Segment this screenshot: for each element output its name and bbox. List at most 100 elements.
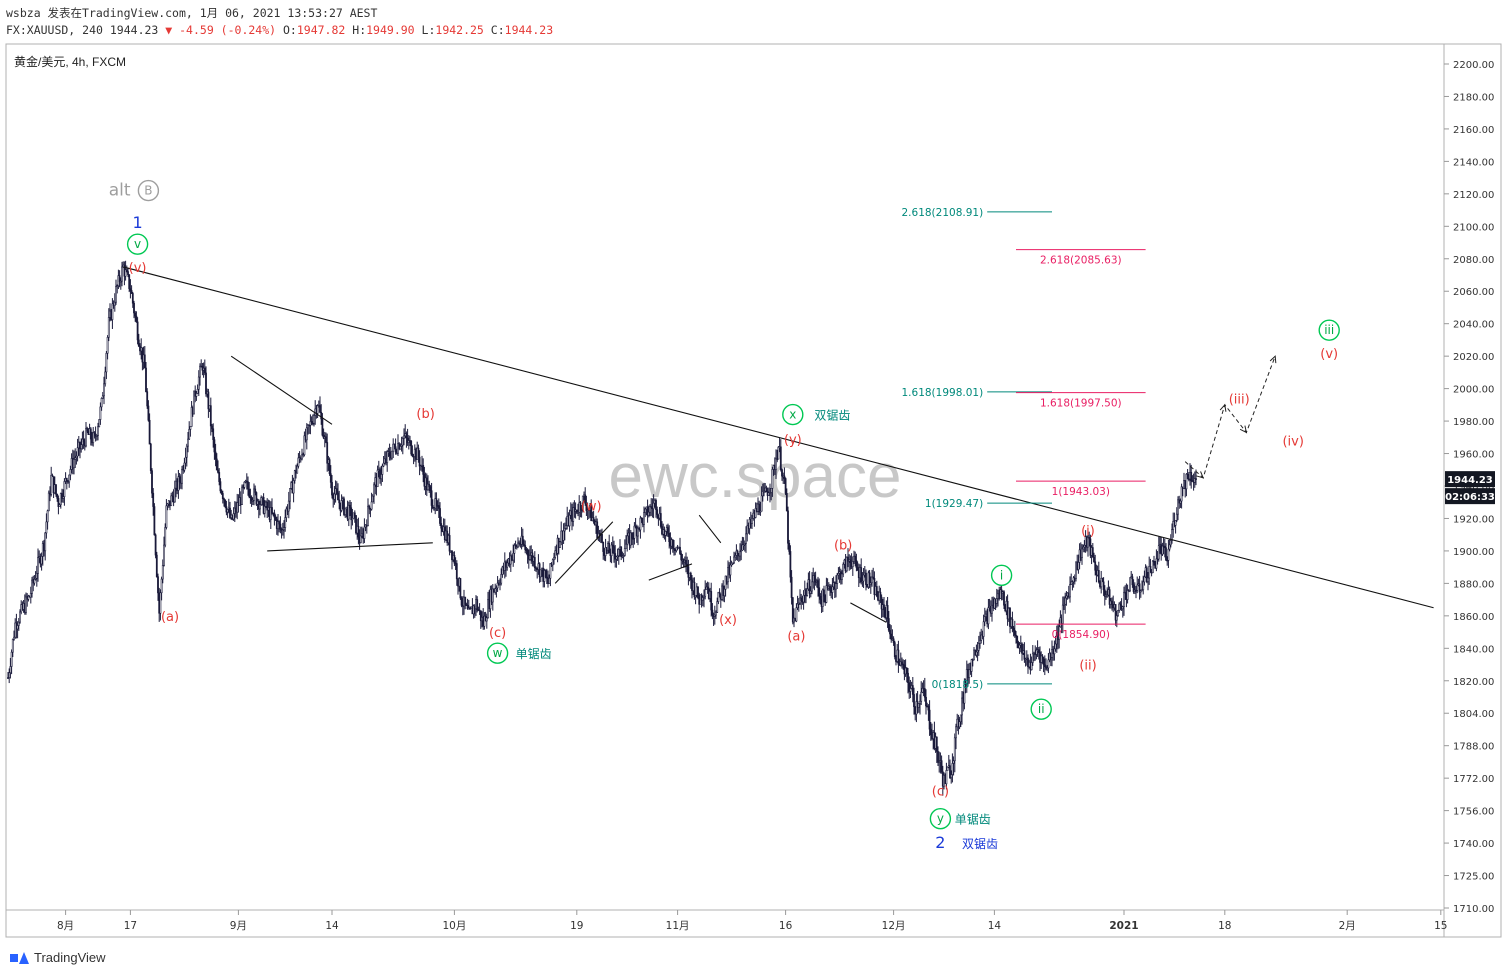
candle-body: [302, 454, 305, 457]
candle-body: [879, 591, 882, 598]
candle-body: [152, 492, 155, 507]
fib-label: 0(1854.90): [1052, 629, 1110, 641]
candle-body: [656, 509, 659, 515]
wave-label: (c): [932, 784, 949, 799]
candle-body: [524, 545, 527, 550]
candle-body: [1100, 577, 1103, 588]
candle-body: [610, 544, 613, 557]
candle-body: [549, 563, 552, 579]
candle-body: [1169, 540, 1172, 546]
candle-body: [855, 560, 858, 568]
candle-body: [1043, 664, 1046, 667]
candle-body: [704, 589, 707, 597]
candle-body: [190, 407, 193, 427]
candle-body: [215, 458, 218, 471]
time-tick-label: 17: [124, 920, 137, 932]
candle-body: [1175, 513, 1178, 521]
candle-body: [313, 415, 315, 424]
candle-body: [577, 512, 579, 514]
candle-body: [74, 457, 77, 460]
candle-body: [455, 563, 458, 580]
candle-body: [293, 470, 296, 481]
candle-body: [266, 501, 269, 511]
fib-label: 1.618(1998.01): [902, 387, 984, 399]
publish-text: wsbza 发表在TradingView.com, 1月 06, 2021 13…: [6, 6, 378, 20]
candle-body: [1103, 589, 1106, 597]
candle-body: [344, 508, 347, 515]
candle-body: [565, 525, 567, 529]
candle-body: [137, 339, 140, 347]
candle-body: [259, 504, 261, 510]
candle-body: [351, 517, 354, 521]
candle-body: [303, 435, 306, 456]
projection-path: [1184, 355, 1277, 479]
wave-label: 双锯齿: [962, 836, 998, 851]
candle-body: [671, 539, 674, 549]
candle-body: [987, 607, 990, 625]
price-tick-label: 1940.00: [1453, 482, 1494, 493]
candle-body: [1147, 577, 1149, 582]
price-tick-label: 1740.00: [1453, 839, 1494, 850]
candle-body: [316, 405, 319, 414]
tradingview-brand[interactable]: TradingView: [10, 950, 106, 965]
candle-body: [34, 578, 37, 580]
candle-body: [355, 515, 357, 534]
candle-body: [548, 577, 551, 584]
candle-body: [92, 432, 95, 444]
price-axis[interactable]: 2200.00 2180.00 2160.00 2140.00 2120.00 2100.…: [1444, 60, 1494, 915]
candle-body: [170, 495, 173, 507]
price-tick-label: 1820.00: [1453, 677, 1494, 688]
candle-body: [164, 527, 167, 546]
candle-body: [310, 421, 313, 424]
candle-body: [652, 502, 655, 510]
time-tick-label: 10月: [442, 920, 466, 932]
candle-body: [57, 498, 60, 507]
candle-body: [1135, 589, 1137, 592]
candle-body: [771, 469, 774, 489]
wave-circle-label: iii: [1324, 323, 1334, 337]
candle-body: [716, 601, 719, 613]
candle-body: [940, 760, 943, 772]
candle-body: [1075, 561, 1077, 579]
candle-body: [1132, 584, 1135, 592]
candle-body: [802, 594, 805, 603]
projection-line: [1184, 355, 1276, 479]
time-tick-label: 15: [1434, 920, 1447, 932]
candle-body: [977, 643, 980, 651]
candle-body: [883, 604, 885, 611]
candle-body: [209, 405, 212, 427]
candle-body: [289, 488, 291, 502]
candle-body: [394, 446, 397, 453]
candle-body: [592, 517, 595, 522]
candle-body: [418, 456, 421, 467]
candle-body: [776, 458, 779, 461]
candle-body: [975, 651, 978, 656]
candle-body: [431, 505, 434, 509]
candle-body: [602, 541, 605, 552]
candle-body: [629, 532, 632, 546]
time-axis[interactable]: 8月 17 9月 14 10月 19 11月 16 12月 14 2021 18 2月 15: [57, 910, 1447, 932]
candle-body: [178, 476, 181, 483]
candle-body: [929, 728, 932, 736]
wedge-line-3: [698, 514, 722, 544]
candle-body: [331, 482, 333, 496]
candle-body: [1077, 562, 1080, 570]
candle-body: [950, 774, 953, 779]
candle-body: [854, 555, 857, 561]
candle-body: [148, 419, 151, 445]
candle-body: [100, 398, 103, 408]
candle-body: [469, 607, 471, 610]
candle-body: [790, 576, 793, 598]
time-tick-label: 11月: [666, 920, 690, 932]
wave-label: 单锯齿: [516, 646, 552, 661]
triangle-lower: [267, 542, 433, 552]
candle-body: [743, 543, 746, 546]
candle-body: [893, 642, 896, 658]
projection-arrowhead: [1239, 425, 1248, 434]
candle-body: [1111, 600, 1113, 605]
candle-body: [872, 576, 875, 579]
wave-circle: [782, 403, 804, 426]
open-value: 1947.82: [296, 23, 346, 37]
candle-body: [679, 546, 681, 554]
